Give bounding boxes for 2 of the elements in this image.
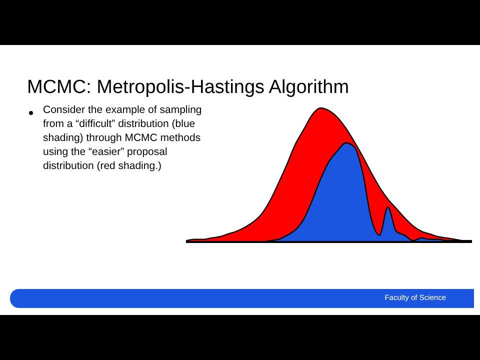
- annotation: Consider the example of sampling from a “difficult” distribution (blue shading) through MCMC methods using the “easier” proposal distribution (red shading.): [43, 103, 203, 173]
- chart-title: MCMC: Metropolis-Hastings Algorithm: [27, 77, 350, 99]
